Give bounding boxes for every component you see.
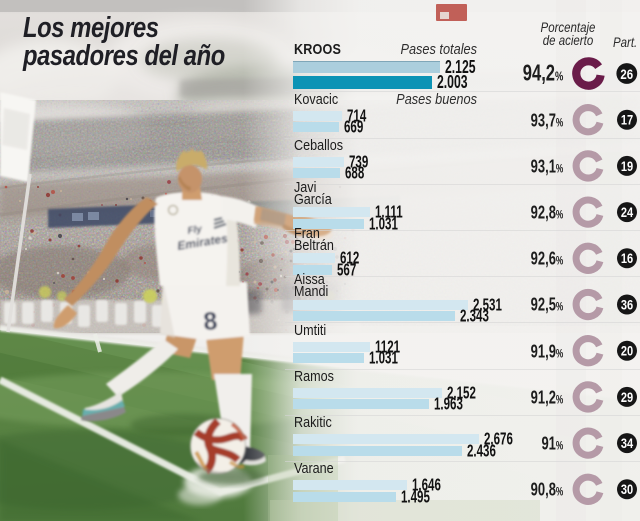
svg-text:24: 24: [621, 205, 633, 220]
svg-text:36: 36: [621, 297, 633, 312]
svg-text:29: 29: [621, 390, 633, 405]
svg-text:34: 34: [621, 436, 633, 451]
svg-text:20: 20: [621, 344, 633, 359]
svg-text:30: 30: [621, 482, 633, 497]
svg-text:16: 16: [621, 251, 633, 266]
svg-text:17: 17: [621, 113, 633, 128]
svg-text:26: 26: [620, 66, 633, 82]
svg-text:19: 19: [621, 159, 633, 174]
